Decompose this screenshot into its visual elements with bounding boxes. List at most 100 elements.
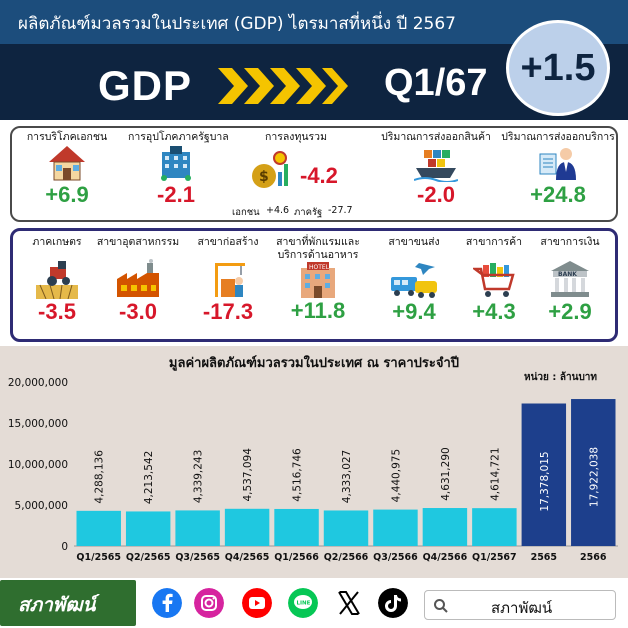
chart-title: มูลค่าผลิตภัณฑ์มวลรวมในประเทศ ณ ราคาประจ… [168, 356, 460, 371]
investment-icon: $ [252, 151, 288, 188]
bar [323, 510, 369, 546]
y-tick-label: 15,000,000 [8, 418, 68, 430]
demand-item-label: ปริมาณการส่งออกสินค้า [381, 131, 491, 143]
chevron-arrows-icon [218, 68, 348, 104]
demand-item-label: การบริโภคเอกชน [26, 131, 108, 143]
government-building-icon [161, 146, 191, 181]
sector-item-trade: สาขาการค้า +4.3 [458, 236, 530, 325]
y-tick-label: 0 [61, 541, 68, 553]
tractor-icon [36, 261, 78, 299]
sector-item-label: สาขาขนส่ง [388, 236, 440, 248]
demand-item-label: การลงทุนรวม [264, 131, 327, 143]
bar [472, 508, 517, 546]
x-tick-label: Q3/2565 [175, 552, 220, 563]
data-label: 17,378,015 [539, 451, 551, 511]
x-tick-label: Q1/2565 [76, 552, 121, 563]
x-tick-label: Q4/2566 [423, 552, 468, 563]
facebook-icon[interactable] [152, 588, 182, 618]
x-tick-label: Q4/2565 [225, 552, 270, 563]
data-label: 4,333,027 [341, 450, 353, 503]
shopping-cart-icon [473, 263, 515, 297]
data-label: 4,288,136 [94, 450, 106, 504]
sector-item-label: สาขาที่พักแรมและ [276, 236, 360, 248]
sector-item-value: -3.0 [119, 299, 157, 324]
investment-public-value: -27.7 [328, 205, 353, 216]
demand-item-goods-exports: ปริมาณการส่งออกสินค้า -2.0 [380, 131, 492, 208]
demand-item-value: +24.8 [530, 182, 586, 207]
svg-text:BANK: BANK [558, 271, 577, 278]
demand-item-value: -2.0 [417, 182, 455, 207]
sector-item-accommodation: สาขาที่พักแรมและ บริการด้านอาหาร HOTEL +… [268, 236, 368, 324]
sector-item-label: ภาคเกษตร [32, 236, 82, 248]
agency-logo[interactable]: สภาพัฒน์ [0, 580, 136, 626]
bar [422, 508, 468, 546]
logo-text: สภาพัฒน์ [18, 594, 96, 616]
demand-components-panel [10, 126, 618, 222]
search-icon [434, 599, 448, 613]
quarter-label: Q1/67 [384, 62, 488, 104]
line-icon[interactable]: LINE [288, 588, 318, 618]
gdp-label: GDP [98, 62, 193, 109]
sector-item-value: -3.5 [38, 299, 76, 324]
service-worker-icon [539, 148, 576, 180]
bar [274, 508, 319, 546]
sector-item-value: +2.9 [548, 299, 592, 324]
demand-item-value: -4.2 [300, 163, 338, 188]
demand-item-label: การอุปโภคภาครัฐบาล [128, 131, 229, 143]
demand-item-private-consumption: การบริโภคเอกชน +6.9 [22, 131, 112, 208]
svg-text:LINE: LINE [297, 601, 311, 607]
factory-icon [117, 259, 159, 297]
cargo-ship-icon [414, 150, 458, 182]
headline-growth-badge: +1.5 [506, 20, 610, 116]
sector-item-label: สาขาอุตสาหกรรม [96, 236, 180, 248]
construction-icon [215, 263, 245, 297]
sector-item-label: สาขาก่อสร้าง [197, 236, 259, 248]
bar [571, 399, 616, 546]
instagram-icon[interactable] [194, 588, 224, 618]
bar [373, 509, 418, 546]
hotel-icon: HOTEL [301, 262, 335, 298]
x-tick-label: Q1/2566 [274, 552, 319, 563]
data-label: 4,631,290 [440, 447, 452, 500]
sector-item-transport: สาขาขนส่ง +9.4 [372, 236, 456, 325]
x-tick-label: 2565 [531, 552, 557, 563]
demand-item-government: การอุปโภคภาครัฐบาล -2.1 [128, 131, 229, 208]
sector-item-label-line2: บริการด้านอาหาร [277, 249, 359, 261]
gdp-bar-chart: 0 5,000,000 10,000,000 15,000,000 20,000,000… [8, 377, 618, 563]
sector-item-value: +9.4 [392, 299, 436, 324]
bar [175, 510, 220, 546]
sector-item-value: +4.3 [472, 299, 516, 324]
data-label: 4,213,542 [143, 451, 155, 504]
y-tick-label: 5,000,000 [15, 500, 68, 512]
x-icon[interactable] [334, 588, 364, 618]
x-tick-label: Q2/2565 [126, 552, 171, 563]
header-banner: ผลิตภัณฑ์มวลรวมในประเทศ (GDP) ไตรมาสที่ห… [0, 0, 628, 120]
data-label: 4,339,243 [193, 450, 205, 503]
tiktok-icon[interactable] [378, 588, 408, 618]
bank-icon: BANK [551, 261, 589, 297]
transport-icon [391, 263, 437, 298]
x-tick-label: 2566 [580, 552, 607, 563]
search-text: สภาพัฒน์ [491, 599, 553, 617]
bar [224, 508, 270, 546]
sector-item-label: สาขาการเงิน [540, 236, 600, 248]
sector-item-construction: สาขาก่อสร้าง -17.3 [192, 236, 264, 325]
sector-item-industry: สาขาอุตสาหกรรม -3.0 [92, 236, 184, 325]
demand-item-label: ปริมาณการส่งออกบริการ [501, 131, 615, 143]
data-label: 17,922,038 [588, 447, 600, 507]
investment-public-label: ภาครัฐ [294, 207, 323, 218]
youtube-icon[interactable] [242, 588, 272, 618]
headline-growth-value: +1.5 [520, 47, 596, 89]
search-box[interactable]: สภาพัฒน์ [424, 590, 616, 620]
data-label: 4,440,975 [390, 449, 402, 502]
svg-text:HOTEL: HOTEL [309, 264, 330, 271]
demand-item-investment: การลงทุนรวม [254, 131, 338, 144]
chart-unit-label: หน่วย : ล้านบาท [524, 372, 597, 383]
demand-item-services-exports: ปริมาณการส่งออกบริการ +24.8 [500, 131, 616, 208]
svg-text:$: $ [259, 169, 269, 185]
investment-private-label: เอกชน [232, 207, 260, 218]
bar [76, 510, 121, 546]
demand-item-value: -2.1 [157, 182, 195, 207]
x-tick-label: Q3/2566 [373, 552, 418, 563]
